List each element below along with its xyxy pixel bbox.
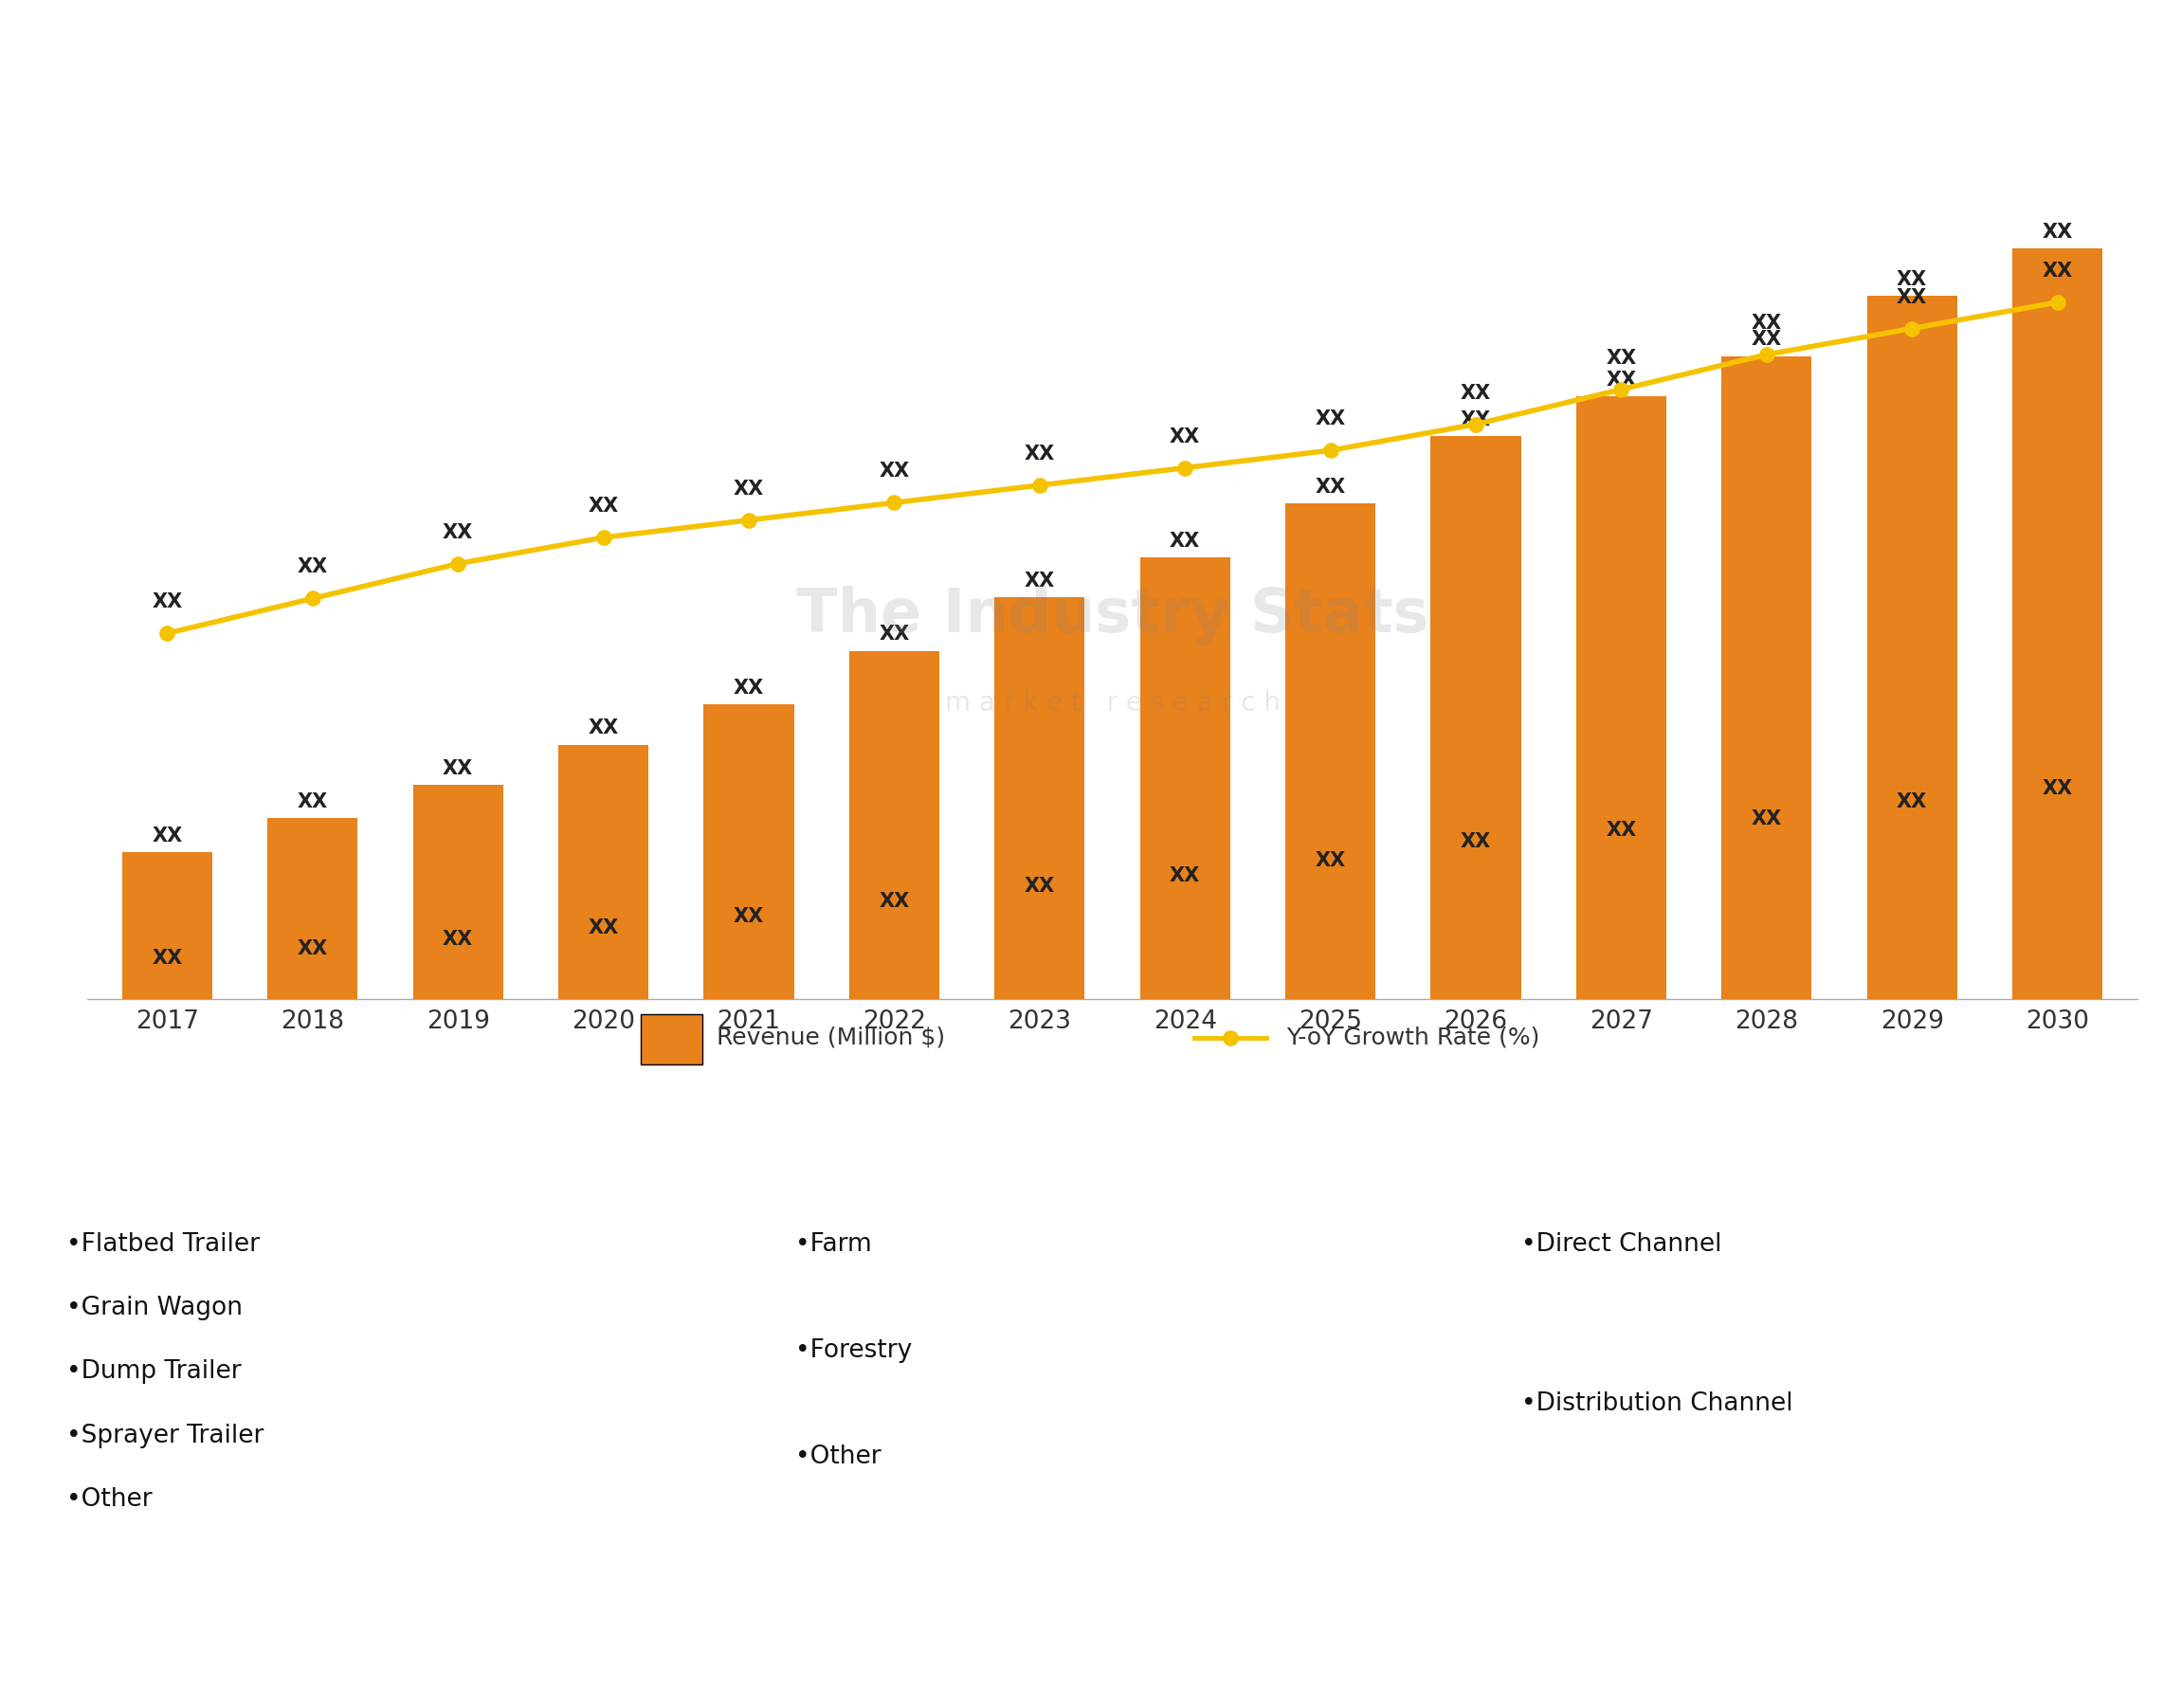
Bar xyxy=(1867,295,1956,999)
Text: Product Types: Product Types xyxy=(273,1141,471,1168)
Text: •Sprayer Trailer: •Sprayer Trailer xyxy=(68,1423,264,1448)
Text: XX: XX xyxy=(589,919,619,938)
Bar xyxy=(1577,396,1666,999)
Bar xyxy=(1721,355,1812,999)
Text: XX: XX xyxy=(589,719,619,738)
Bar xyxy=(704,704,794,999)
Text: XX: XX xyxy=(879,625,909,644)
Text: XX: XX xyxy=(153,948,183,967)
Text: XX: XX xyxy=(1315,478,1346,497)
Text: •Other: •Other xyxy=(796,1445,881,1469)
Text: XX: XX xyxy=(1751,810,1782,828)
Text: •Grain Wagon: •Grain Wagon xyxy=(68,1296,242,1320)
Bar xyxy=(995,598,1084,999)
Bar xyxy=(1431,436,1520,999)
Text: XX: XX xyxy=(589,497,619,516)
Text: XX: XX xyxy=(297,793,327,811)
Text: XX: XX xyxy=(153,593,183,611)
Text: XX: XX xyxy=(443,929,473,948)
Text: •Direct Channel: •Direct Channel xyxy=(1522,1231,1721,1257)
Text: XX: XX xyxy=(2041,261,2072,280)
Bar xyxy=(122,852,212,999)
Text: XX: XX xyxy=(297,559,327,577)
Text: XX: XX xyxy=(1169,531,1200,550)
Text: XX: XX xyxy=(733,907,763,926)
Text: XX: XX xyxy=(1461,384,1492,403)
Text: XX: XX xyxy=(1315,410,1346,429)
Text: XX: XX xyxy=(1025,444,1056,463)
Text: XX: XX xyxy=(2041,779,2072,799)
Text: Source: Theindustrystats Analysis: Source: Theindustrystats Analysis xyxy=(65,1655,497,1679)
Text: Email: sales@theindustrystats.com: Email: sales@theindustrystats.com xyxy=(829,1655,1274,1679)
Text: XX: XX xyxy=(1461,832,1492,851)
Text: •Flatbed Trailer: •Flatbed Trailer xyxy=(68,1231,260,1257)
Text: XX: XX xyxy=(1605,822,1636,840)
FancyBboxPatch shape xyxy=(641,1015,702,1064)
Text: m a r k e t   r e s e a r c h: m a r k e t r e s e a r c h xyxy=(944,690,1280,716)
Text: XX: XX xyxy=(1461,410,1492,430)
Text: The Industry Stats: The Industry Stats xyxy=(796,586,1429,646)
Text: XX: XX xyxy=(297,939,327,958)
Text: XX: XX xyxy=(1897,270,1928,289)
Text: Revenue (Million $): Revenue (Million $) xyxy=(718,1027,944,1049)
Text: •Other: •Other xyxy=(68,1488,153,1512)
Text: XX: XX xyxy=(879,461,909,482)
Text: XX: XX xyxy=(1751,314,1782,333)
Text: XX: XX xyxy=(1025,878,1056,897)
Text: •Distribution Channel: •Distribution Channel xyxy=(1522,1392,1793,1416)
Text: XX: XX xyxy=(733,678,763,697)
Text: •Forestry: •Forestry xyxy=(796,1339,912,1363)
Text: XX: XX xyxy=(1169,866,1200,885)
Bar xyxy=(1141,557,1230,999)
Text: XX: XX xyxy=(1025,572,1056,591)
Bar xyxy=(412,784,504,999)
Text: XX: XX xyxy=(443,523,473,541)
Text: XX: XX xyxy=(879,892,909,910)
Text: XX: XX xyxy=(443,758,473,779)
Text: Sales Channels: Sales Channels xyxy=(1716,1141,1937,1168)
Text: Fig. Global Agricultural Trailer Market Status and Outlook: Fig. Global Agricultural Trailer Market … xyxy=(26,53,1056,85)
Text: •Farm: •Farm xyxy=(796,1231,872,1257)
Text: XX: XX xyxy=(1315,851,1346,869)
Text: XX: XX xyxy=(733,480,763,499)
Text: Website: www.theindustrystats.com: Website: www.theindustrystats.com xyxy=(1527,1655,1985,1679)
Text: •Dump Trailer: •Dump Trailer xyxy=(68,1360,242,1383)
Text: XX: XX xyxy=(1605,371,1636,389)
Text: XX: XX xyxy=(153,827,183,845)
Text: XX: XX xyxy=(1751,330,1782,348)
Bar xyxy=(268,818,358,999)
Text: XX: XX xyxy=(2041,224,2072,243)
Bar xyxy=(1285,504,1376,999)
Text: XX: XX xyxy=(1897,793,1928,811)
Bar xyxy=(558,745,648,999)
Text: XX: XX xyxy=(1897,287,1928,307)
Bar xyxy=(848,651,940,999)
Text: XX: XX xyxy=(1169,427,1200,446)
Bar xyxy=(2013,249,2102,999)
Text: Y-oY Growth Rate (%): Y-oY Growth Rate (%) xyxy=(1287,1027,1540,1049)
Text: XX: XX xyxy=(1605,348,1636,367)
Text: Application: Application xyxy=(1019,1141,1182,1168)
